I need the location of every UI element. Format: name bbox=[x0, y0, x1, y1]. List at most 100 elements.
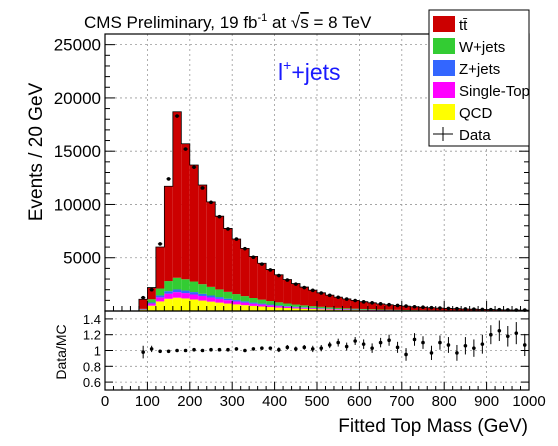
ratio-y-tick-label: 1 bbox=[94, 344, 101, 359]
ratio-panel: 0.60.811.21.4 0 100 200 300 400 500 600 700 800 90… bbox=[83, 310, 546, 410]
bar-w_jets bbox=[206, 286, 216, 296]
data-point bbox=[327, 293, 332, 298]
channel-annotation: l++jets bbox=[278, 57, 341, 85]
bar-qcd bbox=[215, 302, 224, 311]
bar-z_jets bbox=[283, 306, 292, 307]
bar-single_top bbox=[189, 294, 199, 300]
bar-qcd bbox=[223, 303, 233, 311]
bar-w_jets bbox=[274, 302, 284, 306]
bar-ttbar bbox=[189, 164, 199, 282]
bar-w_jets bbox=[291, 304, 301, 307]
ratio-point bbox=[260, 346, 264, 350]
data-point bbox=[302, 285, 307, 290]
data-points bbox=[140, 114, 527, 312]
ratio-point bbox=[217, 347, 222, 352]
data-point bbox=[463, 307, 468, 311]
ratio-point bbox=[268, 346, 273, 350]
data-point bbox=[455, 306, 459, 311]
x-tick-label: 0 bbox=[101, 393, 109, 410]
ratio-point bbox=[387, 338, 391, 343]
bar-single_top bbox=[257, 304, 267, 307]
bar-qcd bbox=[249, 305, 258, 311]
bar-single_top bbox=[308, 308, 317, 310]
ratio-point bbox=[446, 343, 451, 347]
bar-ttbar bbox=[215, 216, 224, 290]
bar-w_jets bbox=[172, 277, 182, 290]
ratio-y-tick-label: 1.2 bbox=[83, 328, 101, 343]
main-panel: 5000 10000 15000 20000 25000 bbox=[54, 33, 530, 312]
legend-box bbox=[428, 9, 530, 147]
ratio-point bbox=[294, 347, 298, 351]
data-point bbox=[294, 282, 298, 286]
chart-title: CMS Preliminary, 19 fb-1 at √s = 8 TeV bbox=[84, 12, 372, 32]
data-point bbox=[183, 147, 188, 151]
bar-ttbar bbox=[147, 287, 156, 300]
ratio-point bbox=[429, 351, 434, 355]
bar-w_jets bbox=[367, 309, 377, 310]
legend-swatch bbox=[433, 104, 455, 120]
ratio-gridlines bbox=[104, 311, 530, 390]
legend-entry-z_jets: Z+jets bbox=[433, 60, 500, 78]
bar-ttbar bbox=[206, 201, 216, 287]
data-point bbox=[429, 305, 434, 310]
bar-z_jets bbox=[215, 297, 224, 299]
bar-single_top bbox=[155, 297, 165, 302]
bar-qcd bbox=[198, 300, 207, 311]
ratio-point bbox=[319, 346, 324, 350]
bar-w_jets bbox=[325, 307, 334, 309]
bar-ttbar bbox=[240, 248, 250, 297]
bar-z_jets bbox=[164, 291, 173, 294]
ratio-point bbox=[192, 347, 196, 352]
main-y-tick-label: 5000 bbox=[63, 249, 101, 268]
bar-ttbar bbox=[274, 274, 284, 303]
bar-ttbar bbox=[376, 303, 385, 310]
x-tick-label: 300 bbox=[220, 393, 245, 410]
data-point bbox=[370, 300, 374, 305]
ratio-point bbox=[361, 342, 366, 346]
x-tick-label: 500 bbox=[304, 393, 329, 410]
main-y-tick-label: 10000 bbox=[54, 195, 101, 214]
data-point bbox=[353, 298, 357, 303]
legend-entry-w_jets: W+jets bbox=[433, 38, 505, 56]
bar-w_jets bbox=[249, 298, 258, 303]
data-point bbox=[446, 306, 451, 311]
legend-label: Z+jets bbox=[459, 61, 500, 78]
bar-ttbar bbox=[291, 283, 301, 305]
bar-single_top bbox=[240, 302, 250, 306]
ratio-point bbox=[497, 328, 502, 333]
ratio-point bbox=[310, 347, 315, 351]
legend: tt̄ W+jets Z+jets Single-Top QCD Data bbox=[428, 9, 530, 147]
x-tick-label: 400 bbox=[262, 393, 287, 410]
bar-ttbar bbox=[350, 300, 360, 309]
ratio-point bbox=[463, 343, 468, 348]
ratio-point bbox=[327, 343, 332, 347]
bar-single_top bbox=[300, 307, 309, 309]
bar-w_jets bbox=[147, 299, 156, 303]
bar-z_jets bbox=[198, 293, 207, 296]
bar-ttbar bbox=[164, 186, 173, 282]
bar-qcd bbox=[189, 299, 199, 311]
ratio-point bbox=[336, 340, 341, 345]
ratio-point bbox=[370, 346, 374, 350]
bar-w_jets bbox=[300, 305, 309, 308]
bar-ttbar bbox=[266, 269, 275, 302]
ratio-point bbox=[234, 347, 239, 351]
data-point bbox=[404, 304, 408, 308]
bar-single_top bbox=[232, 301, 241, 305]
bar-z_jets bbox=[266, 304, 275, 306]
main-y-ticks: 5000 10000 15000 20000 25000 bbox=[54, 36, 530, 311]
bar-qcd bbox=[164, 298, 173, 311]
bar-w_jets bbox=[155, 288, 165, 296]
bar-single_top bbox=[249, 303, 258, 306]
bar-z_jets bbox=[223, 298, 233, 301]
ratio-point bbox=[302, 345, 307, 350]
data-point bbox=[310, 288, 315, 293]
ratio-point bbox=[412, 337, 417, 342]
ratio-point bbox=[209, 347, 213, 352]
ratio-point bbox=[166, 349, 171, 354]
legend-label: Data bbox=[459, 127, 491, 144]
data-point bbox=[387, 302, 391, 307]
x-tick-label: 100 bbox=[135, 393, 160, 410]
bar-z_jets bbox=[206, 295, 216, 298]
